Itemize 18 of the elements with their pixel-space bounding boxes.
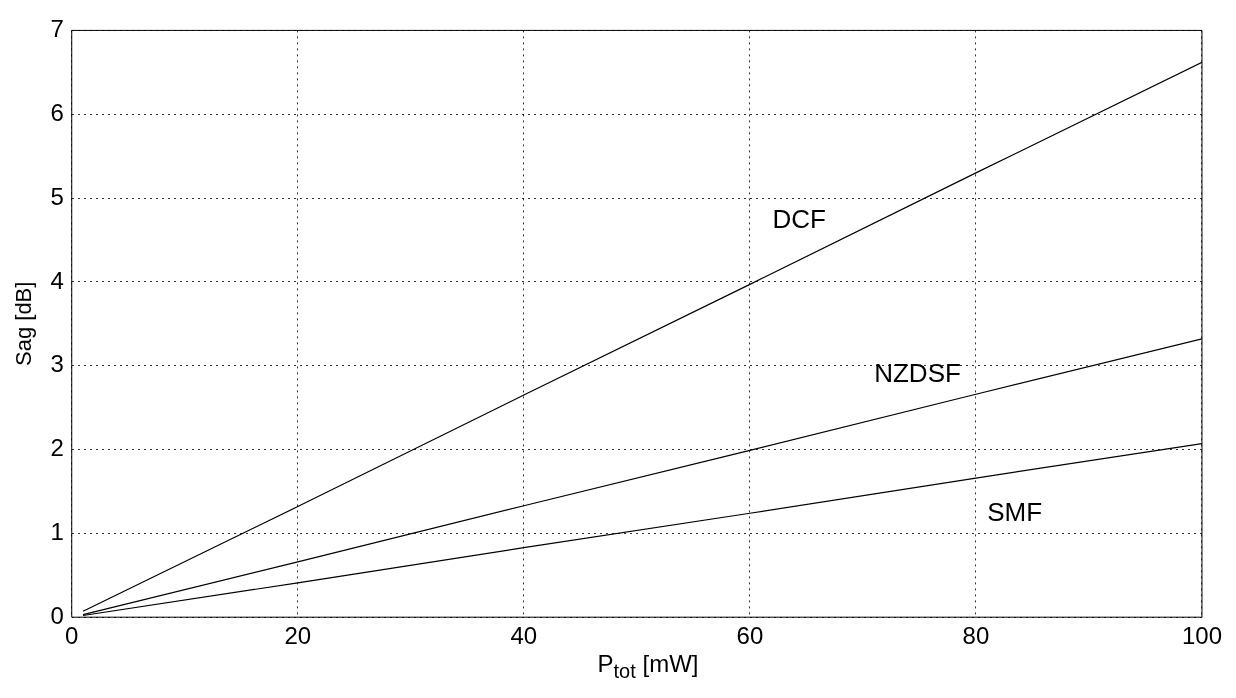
series-label: SMF <box>987 497 1043 528</box>
y-axis-title: Sag [dB] <box>11 281 37 366</box>
y-tick-label: 7 <box>50 15 64 43</box>
x-axis-title: P$_{tot}$ [mW] <box>596 650 700 683</box>
x-tick-label: 80 <box>962 622 990 650</box>
x-tick-label: 100 <box>1181 622 1222 650</box>
y-tick-label: 5 <box>50 182 64 210</box>
x-tick-label: 40 <box>510 622 538 650</box>
series-label: DCF <box>772 204 826 235</box>
y-tick-label: 2 <box>50 434 64 462</box>
y-tick-label: 6 <box>50 98 64 126</box>
y-tick-label: 3 <box>50 350 64 378</box>
y-tick-label: 4 <box>50 266 64 294</box>
series-label: NZDSF <box>874 357 961 388</box>
x-tick-label: 60 <box>736 622 764 650</box>
x-tick-label: 20 <box>284 622 312 650</box>
y-tick-label: 0 <box>50 601 64 629</box>
y-tick-label: 1 <box>50 518 64 545</box>
